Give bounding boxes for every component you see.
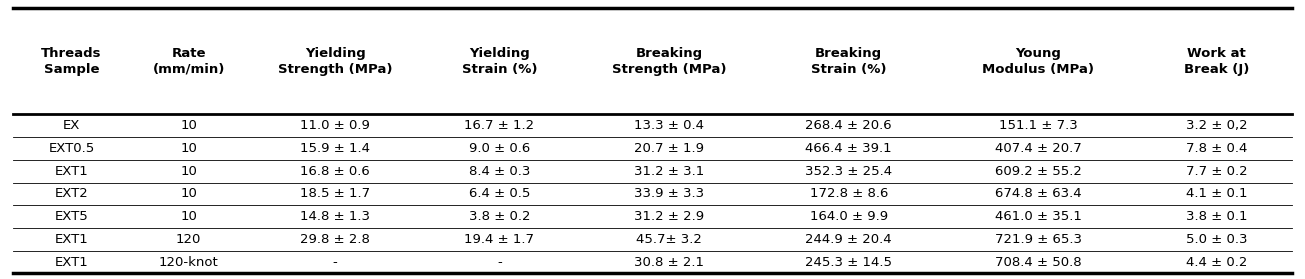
Text: 7.7 ± 0.2: 7.7 ± 0.2 [1186, 165, 1248, 178]
Text: 10: 10 [180, 142, 197, 155]
Text: 609.2 ± 55.2: 609.2 ± 55.2 [994, 165, 1082, 178]
Text: 245.3 ± 14.5: 245.3 ± 14.5 [805, 256, 893, 269]
Text: Work at
Break (J): Work at Break (J) [1184, 47, 1249, 76]
Text: Threads
Sample: Threads Sample [42, 47, 102, 76]
Text: 4.1 ± 0.1: 4.1 ± 0.1 [1186, 187, 1248, 200]
Text: 708.4 ± 50.8: 708.4 ± 50.8 [996, 256, 1082, 269]
Text: 5.0 ± 0.3: 5.0 ± 0.3 [1186, 233, 1248, 246]
Text: 120: 120 [176, 233, 201, 246]
Text: EXT1: EXT1 [55, 165, 89, 178]
Text: 172.8 ± 8.6: 172.8 ± 8.6 [809, 187, 887, 200]
Text: 674.8 ± 63.4: 674.8 ± 63.4 [996, 187, 1082, 200]
Text: 461.0 ± 35.1: 461.0 ± 35.1 [994, 210, 1082, 223]
Text: -: - [497, 256, 502, 269]
Text: 16.7 ± 1.2: 16.7 ± 1.2 [465, 119, 535, 132]
Text: 7.8 ± 0.4: 7.8 ± 0.4 [1186, 142, 1248, 155]
Text: EXT2: EXT2 [55, 187, 89, 200]
Text: 16.8 ± 0.6: 16.8 ± 0.6 [300, 165, 371, 178]
Text: 33.9 ± 3.3: 33.9 ± 3.3 [634, 187, 705, 200]
Text: EX: EX [63, 119, 81, 132]
Text: 721.9 ± 65.3: 721.9 ± 65.3 [994, 233, 1082, 246]
Text: EXT1: EXT1 [55, 233, 89, 246]
Text: 6.4 ± 0.5: 6.4 ± 0.5 [468, 187, 530, 200]
Text: 20.7 ± 1.9: 20.7 ± 1.9 [634, 142, 705, 155]
Text: 31.2 ± 2.9: 31.2 ± 2.9 [634, 210, 705, 223]
Text: 19.4 ± 1.7: 19.4 ± 1.7 [465, 233, 535, 246]
Text: 14.8 ± 1.3: 14.8 ± 1.3 [300, 210, 371, 223]
Text: 164.0 ± 9.9: 164.0 ± 9.9 [809, 210, 887, 223]
Text: EXT1: EXT1 [55, 256, 89, 269]
Text: 10: 10 [180, 119, 197, 132]
Text: 31.2 ± 3.1: 31.2 ± 3.1 [634, 165, 705, 178]
Text: 30.8 ± 2.1: 30.8 ± 2.1 [634, 256, 705, 269]
Text: EXT5: EXT5 [55, 210, 89, 223]
Text: Rate
(mm/min): Rate (mm/min) [153, 47, 224, 76]
Text: Breaking
Strength (MPa): Breaking Strength (MPa) [612, 47, 727, 76]
Text: 244.9 ± 20.4: 244.9 ± 20.4 [805, 233, 893, 246]
Text: 8.4 ± 0.3: 8.4 ± 0.3 [468, 165, 530, 178]
Text: 4.4 ± 0.2: 4.4 ± 0.2 [1186, 256, 1248, 269]
Text: Young
Modulus (MPa): Young Modulus (MPa) [983, 47, 1095, 76]
Text: 18.5 ± 1.7: 18.5 ± 1.7 [300, 187, 371, 200]
Text: 352.3 ± 25.4: 352.3 ± 25.4 [805, 165, 893, 178]
Text: Yielding
Strength (MPa): Yielding Strength (MPa) [278, 47, 393, 76]
Text: 3.8 ± 0.1: 3.8 ± 0.1 [1186, 210, 1248, 223]
Text: 407.4 ± 20.7: 407.4 ± 20.7 [994, 142, 1082, 155]
Text: -: - [333, 256, 338, 269]
Text: 11.0 ± 0.9: 11.0 ± 0.9 [300, 119, 371, 132]
Text: 10: 10 [180, 187, 197, 200]
Text: 9.0 ± 0.6: 9.0 ± 0.6 [468, 142, 530, 155]
Text: 13.3 ± 0.4: 13.3 ± 0.4 [634, 119, 705, 132]
Text: EXT0.5: EXT0.5 [48, 142, 95, 155]
Text: 268.4 ± 20.6: 268.4 ± 20.6 [805, 119, 893, 132]
Text: Breaking
Strain (%): Breaking Strain (%) [810, 47, 886, 76]
Text: 10: 10 [180, 210, 197, 223]
Text: 45.7± 3.2: 45.7± 3.2 [637, 233, 702, 246]
Text: 10: 10 [180, 165, 197, 178]
Text: 29.8 ± 2.8: 29.8 ± 2.8 [300, 233, 371, 246]
Text: 120-knot: 120-knot [159, 256, 219, 269]
Text: Yielding
Strain (%): Yielding Strain (%) [462, 47, 538, 76]
Text: 151.1 ± 7.3: 151.1 ± 7.3 [1000, 119, 1078, 132]
Text: 3.8 ± 0.2: 3.8 ± 0.2 [468, 210, 530, 223]
Text: 466.4 ± 39.1: 466.4 ± 39.1 [805, 142, 893, 155]
Text: 15.9 ± 1.4: 15.9 ± 1.4 [300, 142, 371, 155]
Text: 3.2 ± 0,2: 3.2 ± 0,2 [1186, 119, 1248, 132]
